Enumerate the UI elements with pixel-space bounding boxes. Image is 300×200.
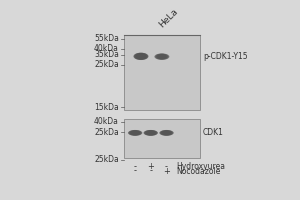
Ellipse shape xyxy=(144,130,158,136)
Text: 40kDa: 40kDa xyxy=(94,117,119,126)
Bar xyxy=(124,119,200,158)
Ellipse shape xyxy=(130,130,141,135)
Ellipse shape xyxy=(143,130,158,136)
Text: +: + xyxy=(163,167,170,176)
Text: 55kDa: 55kDa xyxy=(94,34,119,43)
Ellipse shape xyxy=(161,130,172,135)
Ellipse shape xyxy=(155,54,169,60)
Text: -: - xyxy=(149,167,152,176)
Ellipse shape xyxy=(158,54,166,59)
Text: -: - xyxy=(165,162,168,171)
Ellipse shape xyxy=(147,131,155,135)
Ellipse shape xyxy=(163,131,170,135)
Ellipse shape xyxy=(135,53,147,60)
Text: 35kDa: 35kDa xyxy=(94,50,119,59)
Bar xyxy=(124,35,200,110)
Ellipse shape xyxy=(134,53,148,60)
Ellipse shape xyxy=(146,130,156,135)
Ellipse shape xyxy=(154,53,170,60)
Ellipse shape xyxy=(156,54,168,59)
Text: CDK1: CDK1 xyxy=(203,128,224,137)
Ellipse shape xyxy=(160,130,173,136)
Text: +: + xyxy=(147,162,154,171)
Ellipse shape xyxy=(129,130,141,136)
Text: p-CDK1-Y15: p-CDK1-Y15 xyxy=(203,52,248,61)
Ellipse shape xyxy=(162,131,171,135)
Ellipse shape xyxy=(131,131,139,135)
Ellipse shape xyxy=(136,54,145,59)
Ellipse shape xyxy=(146,131,155,135)
Text: Nocodazole: Nocodazole xyxy=(176,167,220,176)
Ellipse shape xyxy=(155,54,168,60)
Ellipse shape xyxy=(157,54,167,59)
Ellipse shape xyxy=(134,53,148,60)
Ellipse shape xyxy=(136,53,146,59)
Ellipse shape xyxy=(161,130,172,135)
Text: 25kDa: 25kDa xyxy=(94,60,119,69)
Text: 40kDa: 40kDa xyxy=(94,44,119,53)
Ellipse shape xyxy=(130,131,140,135)
Ellipse shape xyxy=(145,130,156,135)
Text: 15kDa: 15kDa xyxy=(94,103,119,112)
Ellipse shape xyxy=(136,53,146,59)
Text: Hydroxyurea: Hydroxyurea xyxy=(176,162,225,171)
Ellipse shape xyxy=(160,130,173,136)
Text: HeLa: HeLa xyxy=(158,6,180,29)
Ellipse shape xyxy=(145,130,157,136)
Ellipse shape xyxy=(137,54,145,59)
Ellipse shape xyxy=(128,130,142,136)
Ellipse shape xyxy=(147,131,154,135)
Text: -: - xyxy=(134,162,136,171)
Ellipse shape xyxy=(134,53,147,60)
Ellipse shape xyxy=(159,130,174,136)
Ellipse shape xyxy=(131,131,139,135)
Ellipse shape xyxy=(157,54,167,59)
Text: 25kDa: 25kDa xyxy=(94,155,119,164)
Ellipse shape xyxy=(158,54,166,59)
Ellipse shape xyxy=(162,131,171,135)
Ellipse shape xyxy=(130,130,140,135)
Text: -: - xyxy=(134,167,136,176)
Text: 25kDa: 25kDa xyxy=(94,128,119,137)
Ellipse shape xyxy=(128,130,142,136)
